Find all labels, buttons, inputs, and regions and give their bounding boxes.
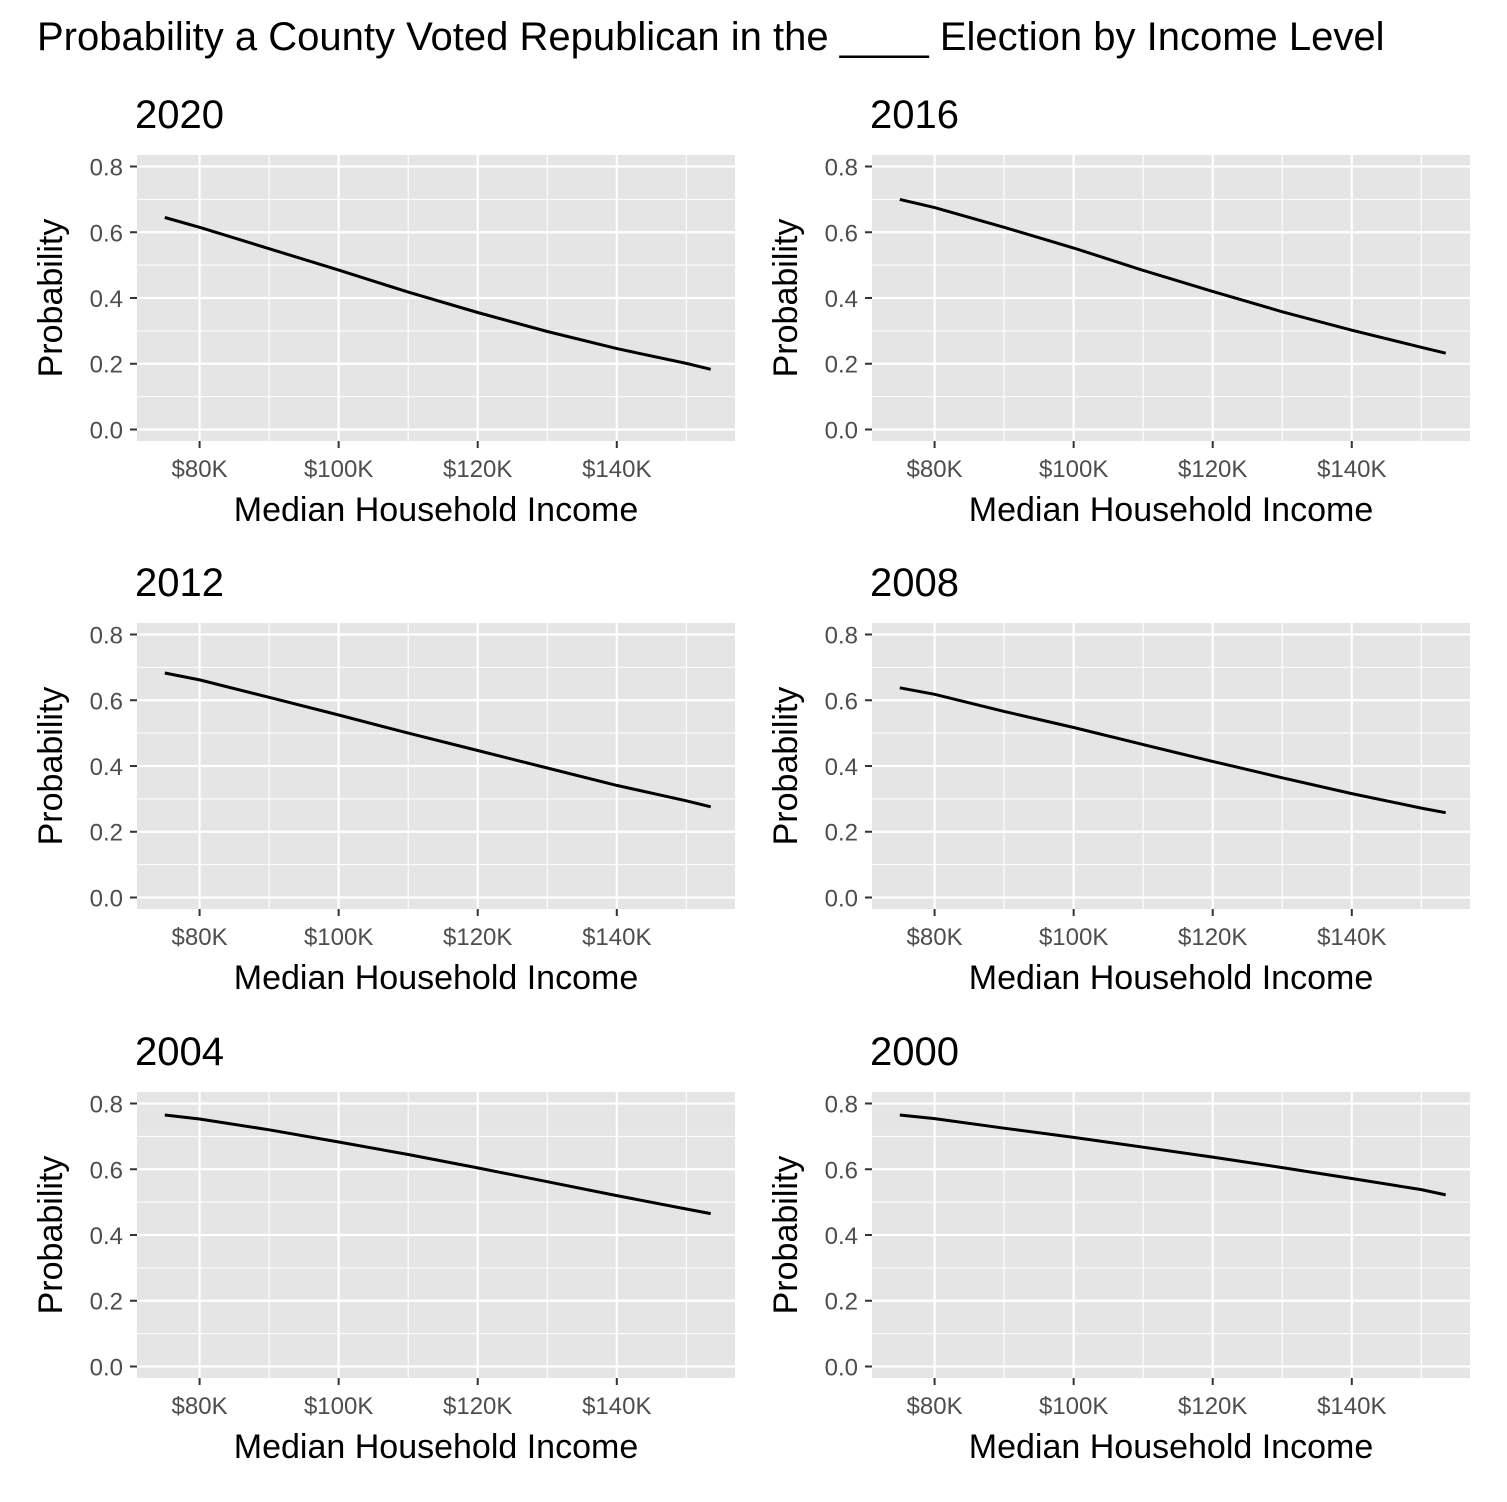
panel-title: 2020 bbox=[135, 93, 224, 137]
y-tick-label: 0.8 bbox=[90, 155, 123, 182]
x-axis-title: Median Household Income bbox=[969, 959, 1373, 997]
x-tick-label: $120K bbox=[443, 924, 512, 951]
y-tick-label: 0.2 bbox=[825, 352, 858, 379]
y-tick-label: 0.6 bbox=[825, 1157, 858, 1184]
panels: $80K $100K $120K $140K 0.0 0.2 0.4 0.6 0.8 2020 Me… bbox=[32, 93, 1470, 1466]
y-tick-label: 0.4 bbox=[90, 754, 123, 781]
y-tick-label: 0.8 bbox=[825, 155, 858, 182]
y-tick-label: 0.8 bbox=[825, 623, 858, 650]
x-tick-label: $120K bbox=[443, 1393, 512, 1420]
x-tick-label: $120K bbox=[1178, 456, 1247, 483]
y-tick-label: 0.2 bbox=[90, 820, 123, 847]
y-tick-label: 0.0 bbox=[90, 1354, 123, 1381]
y-tick-label: 0.0 bbox=[90, 417, 123, 444]
panel-2000: $80K $100K $120K $140K 0.0 0.2 0.4 0.6 0.8 2000 Me… bbox=[767, 1030, 1470, 1466]
x-tick-label: $80K bbox=[172, 924, 228, 951]
y-tick-label: 0.0 bbox=[825, 885, 858, 912]
x-axis-title: Median Household Income bbox=[234, 1428, 638, 1466]
panel-title: 2016 bbox=[870, 93, 959, 137]
y-axis-title: Probability bbox=[767, 1156, 805, 1315]
probability-line-2020 bbox=[164, 216, 712, 371]
y-tick-label: 0.8 bbox=[90, 1092, 123, 1119]
panel-title: 2000 bbox=[870, 1030, 959, 1074]
x-tick-label: $100K bbox=[1039, 1393, 1108, 1420]
x-tick-label: $100K bbox=[304, 924, 373, 951]
probability-line-2000 bbox=[899, 1113, 1447, 1197]
x-tick-label: $120K bbox=[1178, 924, 1247, 951]
panel-title: 2004 bbox=[135, 1030, 224, 1074]
y-axis-title: Probability bbox=[32, 219, 70, 378]
y-tick-label: 0.0 bbox=[90, 885, 123, 912]
y-tick-label: 0.8 bbox=[825, 1092, 858, 1119]
x-axis-title: Median Household Income bbox=[234, 959, 638, 997]
x-tick-label: $100K bbox=[304, 1393, 373, 1420]
x-tick-label: $80K bbox=[907, 456, 963, 483]
panel-2020: $80K $100K $120K $140K 0.0 0.2 0.4 0.6 0.8 2020 Me… bbox=[32, 93, 735, 529]
y-axis-title: Probability bbox=[767, 687, 805, 846]
y-tick-label: 0.2 bbox=[825, 820, 858, 847]
y-tick-label: 0.0 bbox=[825, 1354, 858, 1381]
x-tick-label: $140K bbox=[582, 924, 651, 951]
x-tick-label: $140K bbox=[1317, 1393, 1386, 1420]
y-tick-label: 0.2 bbox=[90, 1289, 123, 1316]
panel-2004: $80K $100K $120K $140K 0.0 0.2 0.4 0.6 0.8 2004 Me… bbox=[32, 1030, 735, 1466]
x-tick-label: $100K bbox=[1039, 456, 1108, 483]
panel-title: 2008 bbox=[870, 561, 959, 605]
panel-title: 2012 bbox=[135, 561, 224, 605]
x-tick-label: $120K bbox=[443, 456, 512, 483]
x-axis-title: Median Household Income bbox=[969, 1428, 1373, 1466]
y-tick-label: 0.4 bbox=[90, 286, 123, 313]
y-tick-label: 0.6 bbox=[825, 220, 858, 247]
y-tick-label: 0.6 bbox=[90, 688, 123, 715]
x-axis-title: Median Household Income bbox=[969, 491, 1373, 529]
y-axis-title: Probability bbox=[32, 1156, 70, 1315]
x-tick-label: $100K bbox=[1039, 924, 1108, 951]
y-tick-label: 0.4 bbox=[90, 1223, 123, 1250]
x-tick-label: $140K bbox=[1317, 456, 1386, 483]
x-tick-label: $100K bbox=[304, 456, 373, 483]
probability-line-2004 bbox=[164, 1113, 711, 1216]
x-axis-title: Median Household Income bbox=[234, 491, 638, 529]
y-tick-label: 0.6 bbox=[825, 688, 858, 715]
y-axis-title: Probability bbox=[32, 687, 70, 846]
panel-2012: $80K $100K $120K $140K 0.0 0.2 0.4 0.6 0.8 2012 Me… bbox=[32, 561, 735, 997]
y-tick-label: 0.2 bbox=[90, 352, 123, 379]
figure-title: Probability a County Voted Republican in… bbox=[37, 15, 1385, 59]
y-tick-label: 0.2 bbox=[825, 1289, 858, 1316]
x-tick-label: $140K bbox=[582, 456, 651, 483]
x-tick-label: $120K bbox=[1178, 1393, 1247, 1420]
panel-2016: $80K $100K $120K $140K 0.0 0.2 0.4 0.6 0.8 2016 Me… bbox=[767, 93, 1470, 529]
x-tick-label: $80K bbox=[172, 1393, 228, 1420]
y-axis-title: Probability bbox=[767, 219, 805, 378]
panel-2008: $80K $100K $120K $140K 0.0 0.2 0.4 0.6 0.8 2008 Me… bbox=[767, 561, 1470, 997]
probability-line-2012 bbox=[164, 671, 712, 809]
y-tick-label: 0.6 bbox=[90, 1157, 123, 1184]
y-tick-label: 0.4 bbox=[825, 286, 858, 313]
y-tick-label: 0.0 bbox=[825, 417, 858, 444]
y-tick-label: 0.4 bbox=[825, 1223, 858, 1250]
probability-line-2016 bbox=[899, 197, 1447, 355]
probability-line-2008 bbox=[899, 686, 1446, 815]
y-tick-label: 0.4 bbox=[825, 754, 858, 781]
y-tick-label: 0.6 bbox=[90, 220, 123, 247]
x-tick-label: $140K bbox=[1317, 924, 1386, 951]
x-tick-label: $140K bbox=[582, 1393, 651, 1420]
x-tick-label: $80K bbox=[172, 456, 228, 483]
y-tick-label: 0.8 bbox=[90, 623, 123, 650]
x-tick-label: $80K bbox=[907, 924, 963, 951]
x-tick-label: $80K bbox=[907, 1393, 963, 1420]
